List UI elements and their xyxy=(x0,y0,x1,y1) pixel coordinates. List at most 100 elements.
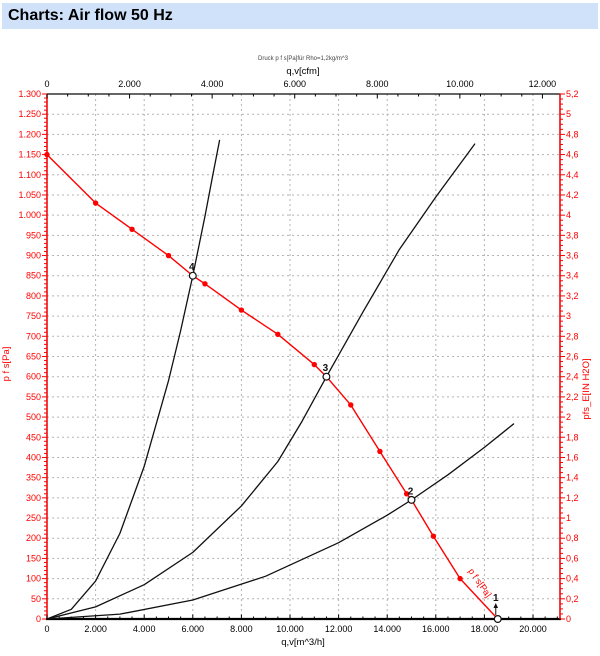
system-curves xyxy=(46,139,515,620)
svg-text:750: 750 xyxy=(26,311,41,321)
svg-text:0: 0 xyxy=(566,614,571,624)
svg-text:3,6: 3,6 xyxy=(566,251,579,261)
svg-text:1.250: 1.250 xyxy=(18,109,41,119)
svg-text:10.000: 10.000 xyxy=(276,624,304,634)
svg-text:550: 550 xyxy=(26,392,41,402)
fan-curve-markers xyxy=(44,151,463,582)
data-point-marker xyxy=(129,226,135,232)
system-curve-1 xyxy=(46,139,221,620)
svg-text:3,8: 3,8 xyxy=(566,230,579,240)
top-axis-title: q,v[cfm] xyxy=(286,66,319,77)
svg-text:5,2: 5,2 xyxy=(566,89,579,99)
svg-text:500: 500 xyxy=(26,412,41,422)
left-axis: 1.300 1.250 1.200 1.150 1.100 1.050 1.000 950 90… xyxy=(1,89,47,624)
svg-text:12.000: 12.000 xyxy=(325,624,353,634)
operating-point-4: 4 xyxy=(188,262,197,280)
svg-text:1.300: 1.300 xyxy=(18,89,41,99)
svg-text:1,2: 1,2 xyxy=(566,493,579,503)
svg-text:3,4: 3,4 xyxy=(566,271,579,281)
left-axis-title: p f s[Pa] xyxy=(1,347,12,382)
data-point-marker xyxy=(348,402,354,408)
svg-text:1.100: 1.100 xyxy=(18,170,41,180)
svg-text:10.000: 10.000 xyxy=(446,79,474,89)
svg-text:1,8: 1,8 xyxy=(566,432,579,442)
operating-point-2: 2 xyxy=(407,486,416,504)
svg-text:400: 400 xyxy=(26,452,41,462)
svg-text:3,2: 3,2 xyxy=(566,291,579,301)
bottom-axis-title: q,v[m^3/h] xyxy=(281,637,325,648)
svg-text:8.000: 8.000 xyxy=(366,79,389,89)
data-point-marker xyxy=(92,200,99,206)
svg-text:0: 0 xyxy=(36,614,41,624)
svg-text:18.000: 18.000 xyxy=(471,624,499,634)
page-title: Charts: Air flow 50 Hz xyxy=(2,3,598,29)
svg-text:0,4: 0,4 xyxy=(566,574,579,584)
bottom-axis: 0 2.000 4.000 6.000 8.000 10.000 12.000 14.000 1… xyxy=(44,614,558,648)
svg-text:350: 350 xyxy=(26,473,41,483)
svg-text:250: 250 xyxy=(26,513,41,523)
operating-point-3: 3 xyxy=(322,363,331,381)
svg-text:1,6: 1,6 xyxy=(566,452,579,462)
svg-text:50: 50 xyxy=(31,594,41,604)
svg-text:1.200: 1.200 xyxy=(18,129,41,139)
data-point-marker xyxy=(202,281,208,287)
svg-text:0: 0 xyxy=(44,624,49,634)
svg-text:1: 1 xyxy=(566,513,571,523)
svg-text:6.000: 6.000 xyxy=(182,624,205,634)
svg-text:200: 200 xyxy=(26,533,41,543)
chart-subtitle: Druck p f s[Pa]für Rho=1,2kg/m^3 xyxy=(258,56,349,62)
svg-text:0,8: 0,8 xyxy=(566,533,579,543)
svg-text:4: 4 xyxy=(566,210,571,220)
svg-text:800: 800 xyxy=(26,291,41,301)
svg-text:4,8: 4,8 xyxy=(566,129,579,139)
svg-text:2,8: 2,8 xyxy=(566,331,579,341)
svg-text:0: 0 xyxy=(44,79,49,89)
svg-text:16.000: 16.000 xyxy=(422,624,450,634)
svg-text:12.000: 12.000 xyxy=(529,79,557,89)
data-point-marker xyxy=(275,331,281,337)
data-point-marker xyxy=(311,361,317,368)
svg-text:2: 2 xyxy=(408,486,414,497)
data-point-marker xyxy=(165,252,172,259)
svg-text:4.000: 4.000 xyxy=(201,79,224,89)
svg-text:1.150: 1.150 xyxy=(18,150,41,160)
svg-text:850: 850 xyxy=(26,271,41,281)
svg-text:450: 450 xyxy=(26,432,41,442)
svg-text:2.000: 2.000 xyxy=(84,624,107,634)
svg-text:4,6: 4,6 xyxy=(566,150,579,160)
svg-text:4.000: 4.000 xyxy=(133,624,156,634)
top-axis: Druck p f s[Pa]für Rho=1,2kg/m^3 q,v[cfm]… xyxy=(44,56,556,99)
svg-text:2,2: 2,2 xyxy=(566,392,579,402)
svg-text:4: 4 xyxy=(189,262,195,273)
svg-text:4,2: 4,2 xyxy=(566,190,579,200)
svg-text:2,6: 2,6 xyxy=(566,352,579,362)
svg-text:1,4: 1,4 xyxy=(566,473,579,483)
svg-text:300: 300 xyxy=(26,493,41,503)
svg-text:2.000: 2.000 xyxy=(118,79,141,89)
data-point-marker xyxy=(44,151,50,158)
svg-text:0,6: 0,6 xyxy=(566,553,579,563)
svg-text:700: 700 xyxy=(26,331,41,341)
svg-text:2: 2 xyxy=(566,412,571,422)
svg-text:900: 900 xyxy=(26,251,41,261)
operating-point-1: 1 xyxy=(493,593,502,623)
svg-text:3: 3 xyxy=(566,311,571,321)
data-point-marker xyxy=(238,307,245,313)
system-curve-3 xyxy=(46,423,515,620)
svg-text:20.000: 20.000 xyxy=(519,624,547,634)
svg-text:2,4: 2,4 xyxy=(566,372,579,382)
svg-text:5: 5 xyxy=(566,109,571,119)
data-point-marker xyxy=(403,491,410,497)
gridlines xyxy=(47,94,560,619)
svg-text:14.000: 14.000 xyxy=(373,624,401,634)
data-point-marker xyxy=(377,448,383,455)
svg-text:950: 950 xyxy=(26,230,41,240)
svg-text:1.000: 1.000 xyxy=(18,210,41,220)
data-point-marker xyxy=(457,575,463,582)
right-axis: 5,2 5 4,8 4,6 4,4 4,2 4 3,8 3,6 3,4 3,2 3 2,8 2,6 2,4 2… xyxy=(560,89,592,624)
operating-points: 4 3 2 1 xyxy=(188,262,502,623)
svg-text:6.000: 6.000 xyxy=(283,79,306,89)
svg-text:650: 650 xyxy=(26,352,41,362)
right-axis-title: pfs_E[IN H2O] xyxy=(581,358,592,419)
svg-text:8.000: 8.000 xyxy=(230,624,253,634)
